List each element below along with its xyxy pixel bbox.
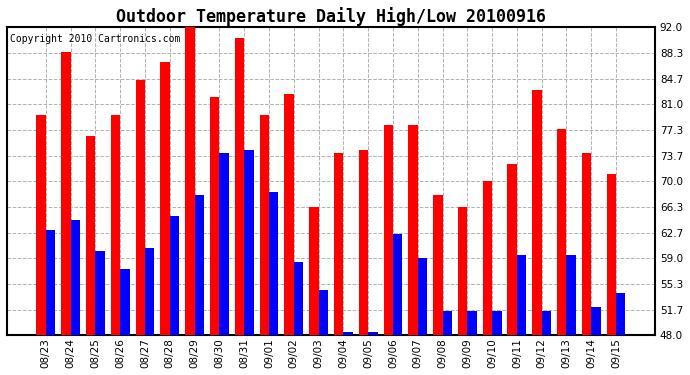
Bar bbox=[284, 94, 294, 335]
Bar bbox=[417, 258, 427, 335]
Bar bbox=[185, 27, 195, 335]
Bar bbox=[492, 311, 502, 335]
Bar bbox=[235, 38, 244, 335]
Bar bbox=[582, 153, 591, 335]
Bar bbox=[507, 164, 517, 335]
Bar bbox=[384, 126, 393, 335]
Bar bbox=[86, 136, 95, 335]
Bar bbox=[120, 269, 130, 335]
Bar bbox=[408, 126, 417, 335]
Text: Copyright 2010 Cartronics.com: Copyright 2010 Cartronics.com bbox=[10, 34, 181, 44]
Bar bbox=[37, 115, 46, 335]
Bar bbox=[368, 332, 377, 335]
Bar bbox=[294, 262, 303, 335]
Bar bbox=[95, 251, 105, 335]
Bar bbox=[195, 195, 204, 335]
Bar bbox=[46, 230, 55, 335]
Bar bbox=[70, 220, 80, 335]
Bar bbox=[458, 207, 467, 335]
Bar bbox=[616, 293, 626, 335]
Bar bbox=[344, 332, 353, 335]
Bar bbox=[160, 63, 170, 335]
Bar bbox=[210, 98, 219, 335]
Bar bbox=[259, 115, 269, 335]
Bar bbox=[532, 90, 542, 335]
Bar bbox=[591, 308, 601, 335]
Bar bbox=[517, 255, 526, 335]
Bar bbox=[319, 290, 328, 335]
Bar bbox=[607, 174, 616, 335]
Bar bbox=[442, 311, 452, 335]
Bar bbox=[557, 129, 566, 335]
Bar bbox=[433, 195, 442, 335]
Bar bbox=[219, 153, 229, 335]
Bar bbox=[61, 52, 70, 335]
Bar bbox=[135, 80, 145, 335]
Bar bbox=[145, 248, 155, 335]
Bar bbox=[309, 207, 319, 335]
Bar bbox=[542, 311, 551, 335]
Bar bbox=[111, 115, 120, 335]
Title: Outdoor Temperature Daily High/Low 20100916: Outdoor Temperature Daily High/Low 20100… bbox=[116, 7, 546, 26]
Bar bbox=[393, 234, 402, 335]
Bar bbox=[334, 153, 344, 335]
Bar bbox=[566, 255, 576, 335]
Bar bbox=[467, 311, 477, 335]
Bar bbox=[170, 216, 179, 335]
Bar bbox=[359, 150, 368, 335]
Bar bbox=[269, 192, 278, 335]
Bar bbox=[244, 150, 254, 335]
Bar bbox=[483, 182, 492, 335]
